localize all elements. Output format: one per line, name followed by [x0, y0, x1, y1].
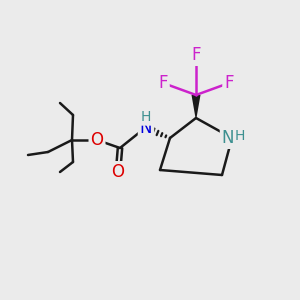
Text: H: H [141, 110, 151, 124]
Text: F: F [224, 74, 234, 92]
Text: O: O [91, 131, 103, 149]
Text: F: F [191, 46, 201, 64]
Text: F: F [158, 74, 168, 92]
Polygon shape [191, 95, 200, 118]
Text: O: O [112, 163, 124, 181]
Text: H: H [235, 129, 245, 143]
Text: N: N [222, 129, 234, 147]
Text: N: N [140, 119, 152, 137]
